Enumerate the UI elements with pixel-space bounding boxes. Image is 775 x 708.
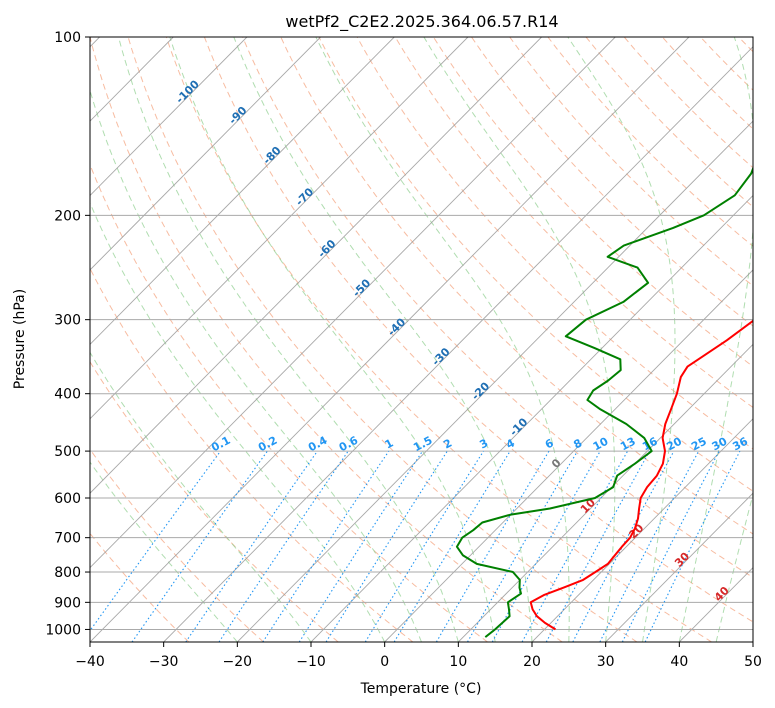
- isotherm-line: [90, 37, 469, 420]
- mixing-ratio-line: [572, 450, 675, 642]
- mixing-ratio-line: [545, 450, 651, 642]
- dry-adiabat-line: [90, 37, 563, 642]
- x-tick-label: 0: [380, 654, 389, 670]
- y-tick-label: 400: [54, 387, 81, 403]
- dry-adiabat-line: [242, 37, 753, 579]
- profile-lines: [455, 165, 753, 638]
- mixing-ratio-line: [298, 450, 423, 642]
- chart-title: wetPf2_C2E2.2025.364.06.57.R14: [285, 12, 558, 32]
- mixing-ratio-label: 25: [689, 435, 709, 454]
- x-tick-label: 30: [597, 654, 615, 670]
- mixing-ratio-line: [491, 450, 601, 642]
- isotherm-line: [237, 120, 753, 642]
- mixing-ratio-line: [90, 450, 221, 632]
- dry-adiabat-line: [203, 37, 753, 623]
- moist-adiabat-line: [118, 37, 459, 642]
- x-tick-label: −10: [296, 654, 326, 670]
- moist-adiabat-line: [567, 37, 676, 642]
- y-tick-label: 300: [54, 313, 81, 329]
- mixing-ratio-line: [393, 450, 511, 642]
- moist-adiabat-line: [169, 37, 496, 642]
- moist-adiabat-line: [423, 37, 616, 642]
- mixing-ratio-label: 20: [664, 435, 684, 454]
- dry-adiabat-line: [127, 37, 638, 642]
- moist-adiabat-line: [233, 37, 533, 642]
- y-tick-label: 700: [54, 531, 81, 547]
- mixing-ratio-line: [521, 450, 629, 642]
- dry-adiabat-line: [90, 267, 414, 642]
- temperature-profile-line: [529, 319, 753, 631]
- x-tick-label: −30: [149, 654, 179, 670]
- y-axis-label: Pressure (hPa): [12, 289, 28, 389]
- isotherm-line: [458, 343, 753, 642]
- background-lines: [90, 37, 753, 642]
- x-tick-label: 40: [670, 654, 688, 670]
- x-tick-label: −20: [223, 654, 253, 670]
- isotherm-line: [605, 492, 753, 642]
- y-tick-label: 100: [54, 30, 81, 46]
- x-axis-label: Temperature (°C): [360, 681, 482, 697]
- mixing-ratio-line: [185, 450, 318, 642]
- plot-frame: [89, 36, 754, 643]
- dry-adiabat-line: [471, 37, 753, 327]
- isotherm-line: [310, 194, 753, 642]
- mixing-ratio-line: [218, 450, 349, 642]
- isotherm-line: [90, 37, 616, 569]
- isotherm-line: [163, 46, 753, 642]
- moist-adiabat-line: [315, 37, 570, 642]
- mixing-ratio-label: 10: [591, 435, 611, 454]
- isotherm-line: [90, 37, 321, 271]
- dry-adiabat-line: [90, 448, 264, 642]
- mixing-ratio-line: [325, 450, 448, 642]
- mixing-ratio-line: [131, 450, 268, 642]
- mixing-ratio-line: [364, 450, 484, 642]
- mixing-ratio-label: 36: [730, 435, 750, 454]
- y-tick-label: 800: [54, 565, 81, 581]
- mixing-ratio-line: [644, 450, 741, 642]
- moist-adiabat-line: [90, 201, 386, 642]
- moist-adiabat-line: [90, 88, 422, 642]
- dewpoint-profile-line: [455, 165, 753, 638]
- isotherm-line: [90, 37, 395, 345]
- dry-adiabat-line: [356, 37, 753, 450]
- isotherm-line: [90, 37, 690, 642]
- mixing-ratio-line: [262, 450, 390, 642]
- y-tick-label: 600: [54, 491, 81, 507]
- isotherm-line: [90, 37, 248, 197]
- y-tick-label: 200: [54, 208, 81, 224]
- isotherm-line: [531, 418, 753, 642]
- x-tick-label: 10: [449, 654, 467, 670]
- moist-adiabat-line: [715, 492, 753, 642]
- mixing-ratio-line: [621, 450, 720, 642]
- dry-adiabat-line: [509, 37, 753, 287]
- y-tick-label: 500: [54, 444, 81, 460]
- mixing-ratio-label: 13: [618, 435, 638, 454]
- axis-ticks: −40 −30 −20 −10 0 10 20 30 40 50 1000 900 800 700 600 5…: [45, 30, 762, 670]
- dry-adiabat-line: [165, 37, 712, 642]
- dry-adiabat-line: [318, 37, 753, 492]
- x-tick-label: −40: [75, 654, 105, 670]
- mixing-ratio-label: 30: [710, 435, 730, 454]
- y-tick-label: 1000: [45, 622, 81, 638]
- x-tick-label: 20: [523, 654, 541, 670]
- dry-adiabat-line: [90, 360, 339, 642]
- moist-adiabat-line: [90, 461, 238, 642]
- x-tick-label: 50: [744, 654, 762, 670]
- isotherm-line: [384, 269, 753, 642]
- isotherm-line: [90, 37, 542, 494]
- dry-adiabat-line: [394, 37, 753, 409]
- y-tick-label: 900: [54, 595, 81, 611]
- moist-adiabat-line: [678, 37, 753, 642]
